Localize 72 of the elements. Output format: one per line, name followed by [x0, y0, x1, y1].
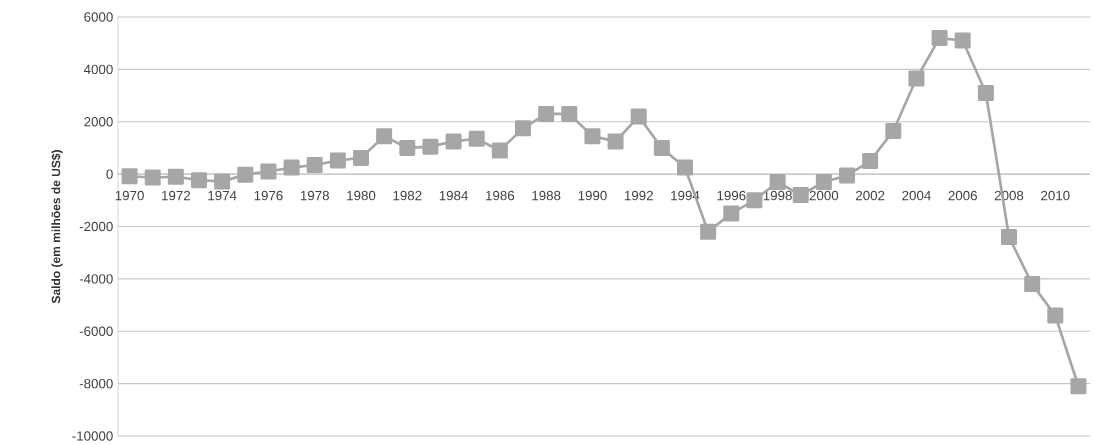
point	[237, 166, 254, 183]
point	[399, 139, 416, 156]
point	[769, 173, 786, 190]
point	[931, 29, 948, 46]
point	[306, 156, 323, 173]
y-axis-title: Saldo (em milhões de US$)	[51, 150, 63, 304]
y-tick-label: -6000	[79, 326, 113, 336]
point	[190, 172, 208, 189]
point	[792, 186, 809, 204]
x-tick-label: 2004	[902, 190, 931, 201]
x-tick-label: 1980	[347, 190, 376, 201]
y-tick-label: 4000	[83, 64, 113, 75]
x-tick-label: 1978	[300, 190, 329, 201]
point	[1070, 378, 1087, 395]
x-tick-label: 1988	[532, 190, 561, 201]
point	[491, 142, 508, 159]
point	[885, 122, 902, 139]
x-tick-label: 1992	[624, 190, 653, 201]
y-tick-label: -2000	[79, 221, 113, 232]
point	[908, 70, 925, 87]
point	[260, 163, 277, 180]
x-tick-label: 1996	[717, 190, 746, 201]
point	[445, 133, 462, 150]
point	[862, 152, 879, 169]
y-tick-label: 2000	[84, 116, 113, 127]
point	[653, 139, 670, 156]
x-tick-label: 2006	[948, 190, 977, 201]
point	[329, 152, 346, 169]
point	[1024, 276, 1041, 293]
x-tick-label: 1994	[671, 190, 700, 201]
x-tick-label: 2010	[1041, 190, 1070, 201]
point	[214, 173, 231, 190]
point	[515, 120, 532, 137]
point	[144, 169, 161, 186]
y-tick-label: -10000	[72, 431, 113, 441]
point	[422, 138, 439, 155]
point	[283, 159, 300, 176]
x-tick-label: 1986	[486, 190, 515, 201]
x-tick-label: 1990	[578, 190, 607, 201]
x-tick-label: 2002	[855, 190, 885, 201]
point	[167, 168, 184, 185]
point	[607, 133, 624, 150]
point	[839, 167, 856, 184]
point	[677, 159, 694, 176]
y-tick-label: -4000	[79, 274, 113, 284]
point	[353, 149, 370, 166]
point	[538, 105, 555, 122]
point	[630, 108, 647, 125]
x-tick-label: 1984	[439, 190, 469, 201]
point	[1001, 228, 1018, 245]
point	[468, 130, 485, 147]
y-tick-label: 0	[106, 169, 113, 179]
x-tick-label: 1970	[115, 190, 144, 201]
point	[954, 32, 971, 49]
x-tick-label: 1982	[393, 190, 422, 201]
y-tick-label: 6000	[84, 12, 113, 22]
x-tick-label: 2000	[809, 190, 839, 201]
point	[723, 205, 740, 222]
point	[561, 105, 578, 122]
point	[1047, 307, 1064, 324]
point	[376, 128, 393, 145]
x-tick-label: 1974	[208, 190, 237, 201]
point	[977, 84, 994, 101]
x-tick-label: 1972	[162, 190, 191, 201]
x-tick-label: 1976	[254, 190, 283, 201]
point	[815, 173, 832, 190]
point	[746, 192, 763, 209]
y-tick-label: -8000	[79, 378, 113, 389]
point	[121, 168, 138, 185]
x-tick-label: 1998	[763, 190, 792, 201]
point	[584, 128, 601, 145]
point	[700, 223, 717, 240]
